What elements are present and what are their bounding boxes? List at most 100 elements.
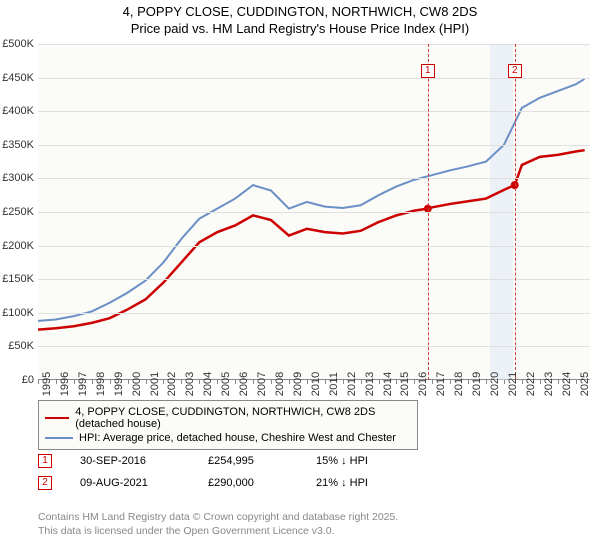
plot-area: 12 [38,44,590,380]
x-axis-label: 2019 [471,372,483,396]
x-axis-label: 2022 [525,372,537,396]
legend-label: HPI: Average price, detached house, Ches… [79,432,396,444]
y-gridline [38,346,590,347]
y-axis-label: £250K [2,206,34,218]
x-tick [361,380,362,384]
x-tick [235,380,236,384]
x-tick [38,380,39,384]
chart: 12 £0£50K£100K£150K£200K£250K£300K£350K£… [38,44,590,380]
x-tick [379,380,380,384]
legend-item: HPI: Average price, detached house, Ches… [45,431,411,445]
event-note: 21% ↓ HPI [316,477,368,489]
x-tick [271,380,272,384]
legend-item: 4, POPPY CLOSE, CUDDINGTON, NORTHWICH, C… [45,405,411,431]
event-marker-box: 1 [38,454,52,468]
legend-swatch [45,437,73,439]
y-gridline [38,111,590,112]
y-axis-label: £350K [2,139,34,151]
y-axis-label: £150K [2,273,34,285]
x-tick [432,380,433,384]
marker-line-2 [515,44,516,380]
x-axis-label: 2006 [238,372,250,396]
y-gridline [38,279,590,280]
legend-swatch [45,417,69,420]
x-axis-label: 2018 [453,372,465,396]
footer-line1: Contains HM Land Registry data © Crown c… [38,510,398,524]
x-tick [181,380,182,384]
x-tick [343,380,344,384]
x-tick [576,380,577,384]
y-axis-label: £300K [2,172,34,184]
x-axis-label: 1998 [95,372,107,396]
x-tick [217,380,218,384]
x-axis-label: 1997 [77,372,89,396]
x-tick [253,380,254,384]
x-axis-label: 2007 [256,372,268,396]
x-tick [450,380,451,384]
x-axis-label: 2014 [382,372,394,396]
y-gridline [38,44,590,45]
x-tick [414,380,415,384]
x-tick [522,380,523,384]
x-tick [289,380,290,384]
x-axis-label: 2002 [166,372,178,396]
y-axis-label: £450K [2,72,34,84]
y-gridline [38,178,590,179]
marker-line-1 [428,44,429,380]
x-tick [74,380,75,384]
x-axis-label: 2021 [507,372,519,396]
legend-label: 4, POPPY CLOSE, CUDDINGTON, NORTHWICH, C… [75,406,411,430]
event-marker-box: 2 [38,476,52,490]
y-axis-label: £50K [8,340,34,352]
series-price_paid [38,150,585,329]
series-hpi [38,79,585,321]
x-tick [56,380,57,384]
x-axis-label: 1999 [113,372,125,396]
y-axis-label: £100K [2,307,34,319]
event-price: £290,000 [208,477,288,489]
title-line1: 4, POPPY CLOSE, CUDDINGTON, NORTHWICH, C… [0,4,600,21]
y-gridline [38,246,590,247]
marker-box-2: 2 [508,64,522,78]
x-tick [396,380,397,384]
x-axis-label: 2010 [310,372,322,396]
x-axis-label: 2012 [346,372,358,396]
x-axis-label: 1996 [59,372,71,396]
event-date: 09-AUG-2021 [80,477,180,489]
y-gridline [38,212,590,213]
y-axis-label: £0 [22,374,34,386]
x-tick [468,380,469,384]
x-axis-label: 2005 [220,372,232,396]
x-axis-label: 2009 [292,372,304,396]
events-table: 130-SEP-2016£254,99515% ↓ HPI209-AUG-202… [38,450,368,494]
x-axis-label: 2001 [149,372,161,396]
event-row: 2 09-AUG-2021 £290,000 21% ↓ HPI [38,472,368,494]
title-line2: Price paid vs. HM Land Registry's House … [0,21,600,38]
event-note: 15% ↓ HPI [316,455,368,467]
footer-line2: This data is licensed under the Open Gov… [38,524,398,538]
x-tick [110,380,111,384]
x-tick [163,380,164,384]
y-axis-label: £400K [2,105,34,117]
x-axis-label: 2004 [202,372,214,396]
x-axis-label: 2008 [274,372,286,396]
x-tick [540,380,541,384]
x-tick [486,380,487,384]
x-axis-label: 2011 [328,372,340,396]
x-tick [325,380,326,384]
y-axis-label: £500K [2,38,34,50]
footer: Contains HM Land Registry data © Crown c… [38,510,398,538]
x-tick [92,380,93,384]
x-axis-label: 2020 [489,372,501,396]
y-gridline [38,145,590,146]
y-gridline [38,313,590,314]
chart-title: 4, POPPY CLOSE, CUDDINGTON, NORTHWICH, C… [0,0,600,38]
y-axis-label: £200K [2,240,34,252]
x-tick [504,380,505,384]
x-axis-label: 1995 [41,372,53,396]
event-date: 30-SEP-2016 [80,455,180,467]
legend: 4, POPPY CLOSE, CUDDINGTON, NORTHWICH, C… [38,400,418,450]
x-axis-label: 2023 [543,372,555,396]
x-tick [199,380,200,384]
x-axis-label: 2000 [131,372,143,396]
